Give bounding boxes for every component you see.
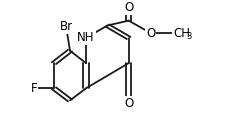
- Text: O: O: [124, 1, 133, 14]
- Text: O: O: [124, 97, 133, 110]
- Text: 3: 3: [185, 32, 191, 41]
- Text: Br: Br: [59, 20, 72, 33]
- Text: F: F: [30, 82, 37, 95]
- Text: NH: NH: [77, 32, 94, 44]
- Text: CH: CH: [172, 27, 189, 40]
- Text: O: O: [145, 27, 155, 40]
